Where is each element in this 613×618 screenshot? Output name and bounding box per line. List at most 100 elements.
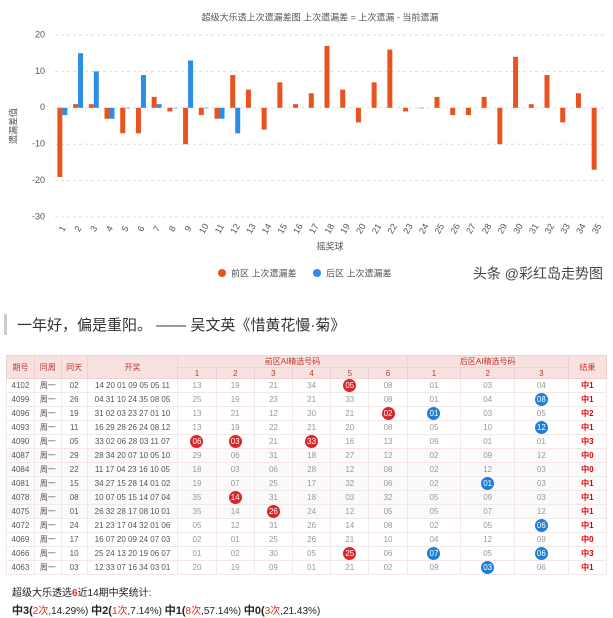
bar: [403, 107, 409, 112]
header-cell: 同天: [60, 355, 88, 379]
front-pick-cell: 08: [368, 420, 408, 435]
week-cell: 周一: [33, 462, 62, 477]
draw-cell: 16 29 28 26 24 08 12: [86, 420, 179, 435]
front-pick-cell: 25: [330, 546, 370, 561]
subheader-cell: 3: [514, 367, 569, 379]
back-pick-cell: 01: [406, 378, 462, 393]
day-cell: 22: [60, 462, 88, 477]
x-tick-label: 22: [385, 222, 399, 236]
day-cell: 11: [60, 420, 88, 435]
bar: [219, 107, 225, 119]
pick-number: 09: [536, 535, 546, 544]
week-cell: 周一: [33, 532, 62, 547]
issue-cell: 4063: [6, 560, 35, 575]
bar: [434, 96, 440, 108]
issue-cell: 4075: [6, 504, 35, 519]
pick-number: 06: [230, 451, 240, 460]
hit-ball: 01: [427, 407, 441, 420]
stats: 超级大乐透选6近14期中奖统计: 中3(2次,14.29%) 中2(1次,7.14…: [12, 584, 320, 618]
pick-number: 20: [345, 423, 355, 432]
front-pick-cell: 08: [368, 518, 408, 533]
back-pick-cell: 06: [514, 546, 569, 561]
pick-number: 12: [536, 451, 546, 460]
header-cell: 结果: [567, 355, 608, 379]
x-tick-label: 3: [88, 224, 99, 233]
back-pick-cell: 10: [460, 420, 516, 435]
front-pick-cell: 32: [368, 490, 408, 505]
x-tick-label: 13: [244, 222, 258, 236]
back-pick-cell: 12: [514, 504, 569, 519]
draw-cell: 28 34 20 07 10 05 10: [86, 448, 179, 463]
back-pick-cell: 02: [406, 476, 462, 491]
result-cell: 中1: [567, 504, 608, 519]
front-pick-cell: 01: [291, 560, 332, 575]
stats-item-part: 中0(: [243, 605, 265, 617]
issue-cell: 4102: [6, 378, 35, 393]
stats-item-part: 3次: [264, 606, 281, 617]
x-tick-label: 14: [260, 222, 274, 236]
bar: [188, 60, 194, 108]
hit-ball: 33: [305, 435, 319, 448]
pick-number: 05: [429, 493, 439, 502]
week-cell: 周一: [33, 406, 62, 421]
y-tick-label: -20: [32, 175, 45, 185]
front-pick-cell: 10: [368, 532, 408, 547]
pick-number: 12: [383, 451, 393, 460]
week-cell: 周一: [33, 546, 62, 561]
pick-number: 12: [483, 535, 493, 544]
back-pick-cell: 03: [460, 378, 516, 393]
x-tick-label: 29: [495, 222, 509, 236]
pick-number: 04: [536, 381, 546, 390]
result-cell: 中0: [567, 448, 608, 463]
pick-number: 18: [307, 493, 317, 502]
draw-cell: 11 17 04 23 16 10 05: [86, 462, 179, 477]
header-cell: 开奖: [86, 355, 179, 379]
bar: [198, 107, 204, 116]
pick-number: 06: [383, 549, 393, 558]
front-pick-cell: 33: [330, 392, 370, 407]
front-pick-cell: 18: [177, 462, 217, 477]
pick-number: 01: [192, 549, 202, 558]
front-pick-cell: 06: [215, 448, 255, 463]
pick-number: 09: [483, 493, 493, 502]
back-pick-cell: 12: [460, 532, 516, 547]
pick-number: 09: [429, 563, 439, 572]
x-tick-label: 15: [275, 222, 289, 236]
pick-number: 01: [429, 395, 439, 404]
bar: [135, 107, 141, 134]
hit-ball: 26: [266, 505, 280, 518]
bar: [93, 71, 99, 108]
pick-number: 35: [192, 493, 202, 502]
pick-number: 21: [230, 409, 240, 418]
pick-number: 25: [192, 395, 202, 404]
pick-number: 10: [383, 535, 393, 544]
x-tick-label: 9: [182, 224, 193, 233]
pick-number: 20: [192, 563, 202, 572]
pick-number: 05: [429, 423, 439, 432]
bar: [57, 107, 63, 177]
pick-number: 08: [383, 395, 393, 404]
pick-number: 22: [268, 423, 278, 432]
pick-number: 13: [383, 437, 393, 446]
front-pick-cell: 29: [177, 448, 217, 463]
pick-number: 21: [268, 381, 278, 390]
pick-number: 21: [345, 409, 355, 418]
x-tick-label: 25: [433, 222, 447, 236]
stats-item-part: 中1(: [164, 605, 186, 617]
subheader-cell: 1: [406, 367, 462, 379]
back-pick-cell: 03: [460, 560, 516, 575]
day-cell: 29: [60, 448, 88, 463]
back-pick-cell: 01: [406, 406, 462, 421]
stats-title-part: 超级大乐透选: [12, 588, 72, 599]
pick-number: 19: [230, 395, 240, 404]
stats-line: 中3(2次,14.29%) 中2(1次,7.14%) 中1(8次,57.14%)…: [12, 602, 320, 618]
front-pick-cell: 14: [215, 490, 255, 505]
result-cell: 中3: [567, 434, 608, 449]
pick-number: 02: [230, 549, 240, 558]
bar: [230, 75, 236, 108]
x-tick-label: 11: [213, 222, 226, 235]
issue-cell: 4081: [6, 476, 35, 491]
front-pick-cell: 05: [330, 378, 370, 393]
front-pick-cell: 21: [291, 392, 332, 407]
